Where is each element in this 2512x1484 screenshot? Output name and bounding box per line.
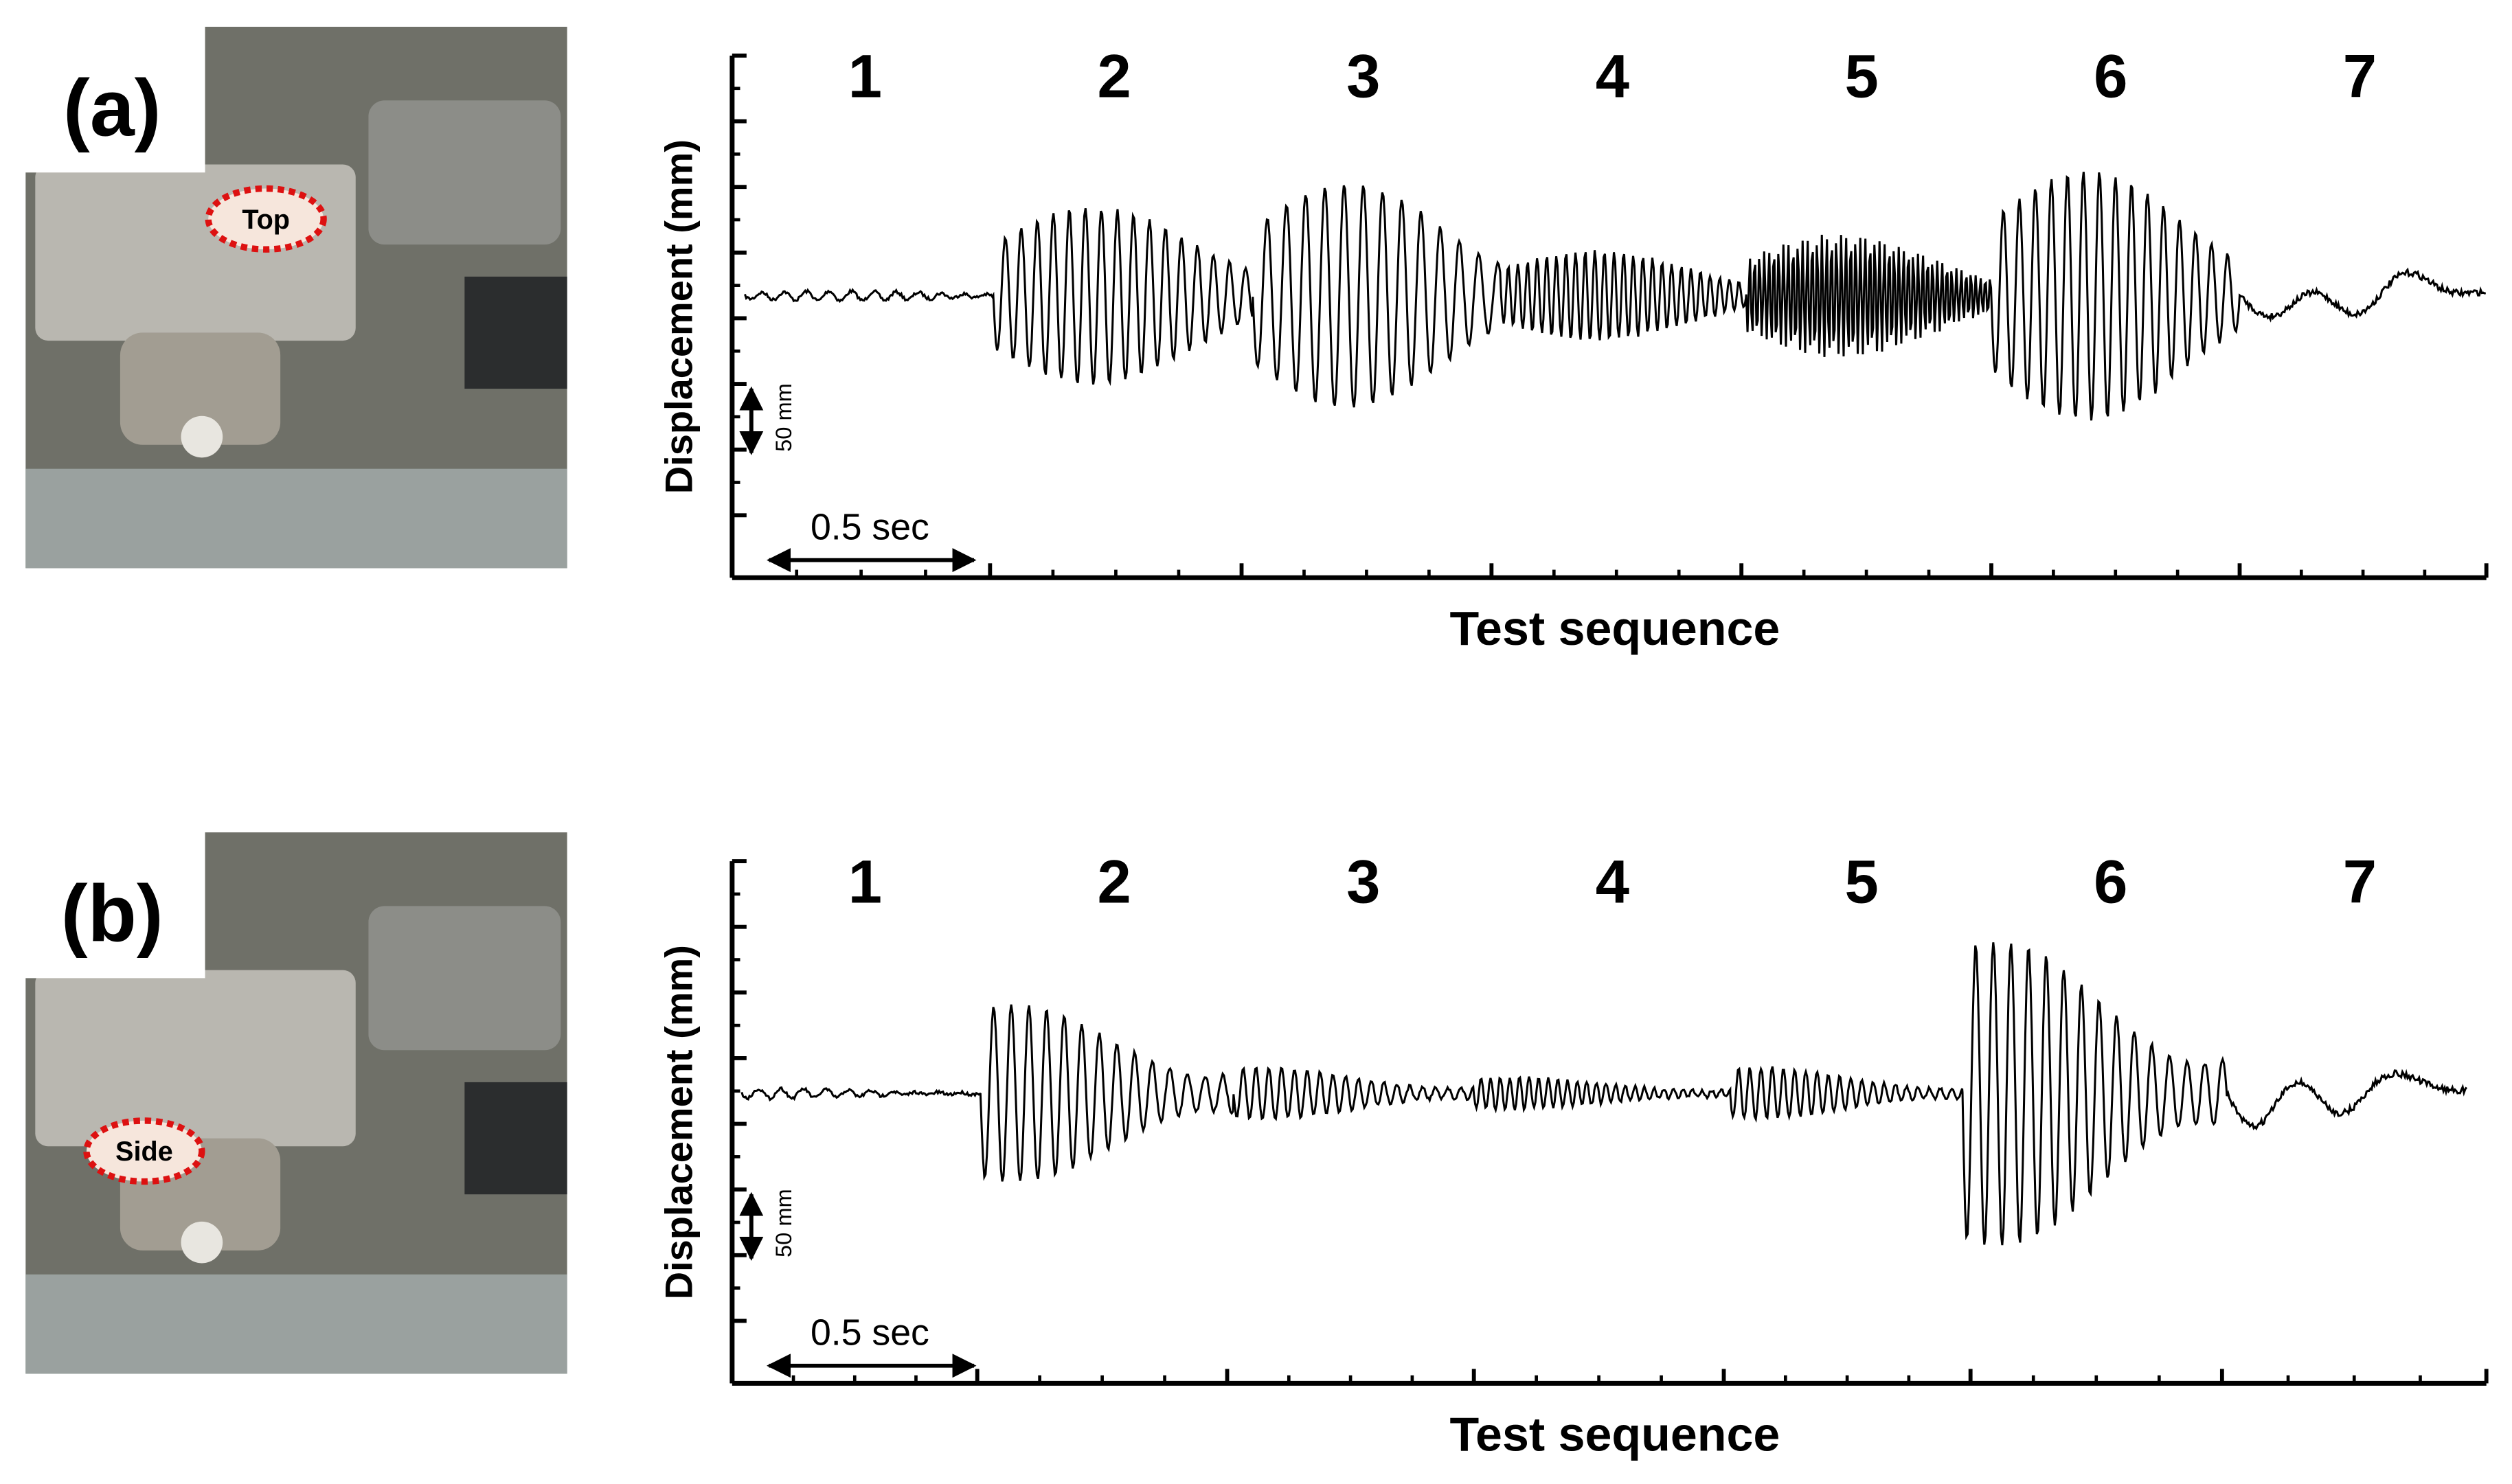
segment-label: 1: [848, 848, 882, 916]
manifold: [120, 332, 281, 445]
bumper: [25, 1274, 567, 1374]
x-axis-label: Test sequence: [1450, 1407, 1780, 1461]
cap: [181, 1221, 223, 1264]
bumper: [25, 468, 567, 569]
segment-label: 2: [1097, 43, 1131, 111]
waveform: [744, 172, 2486, 421]
waveform: [740, 942, 2468, 1246]
scale-label-x: 0.5 sec: [811, 506, 929, 547]
photo-tag: Top: [242, 205, 290, 235]
scale-label-y: 50 mm: [771, 1189, 796, 1257]
segment-label: 3: [1346, 43, 1380, 111]
segment-label: 6: [2094, 848, 2127, 916]
intake: [368, 906, 561, 1051]
cutout: [22, 829, 205, 979]
panel-label: (b): [61, 869, 163, 959]
scale-label-x: 0.5 sec: [811, 1312, 929, 1353]
engine-cover: [35, 970, 356, 1147]
segment-label: 7: [2343, 43, 2377, 111]
tag-ellipse: [83, 1117, 205, 1185]
segment-label: 4: [1596, 43, 1629, 111]
scale-label-y: 50 mm: [771, 383, 796, 452]
segment-label: 6: [2094, 43, 2127, 111]
intake: [368, 100, 561, 245]
segment-label: 1: [848, 43, 882, 111]
cap: [181, 415, 223, 458]
engine-cover: [35, 164, 356, 341]
cutout: [22, 23, 205, 173]
segment-label: 7: [2343, 848, 2377, 916]
x-axis-label: Test sequence: [1450, 602, 1780, 655]
panel-label: (a): [63, 63, 161, 153]
segment-label: 5: [1844, 43, 1878, 111]
panel: (a) Top Displacement (mm) Test sequence 50 m…: [22, 23, 2489, 655]
battery: [464, 1082, 567, 1195]
y-axis-label: Displacement (mm): [657, 139, 701, 494]
segment-label: 3: [1346, 848, 1380, 916]
tag-ellipse: [205, 185, 327, 253]
panel: (b) Side Displacement (mm) Test sequence 50 …: [22, 829, 2489, 1461]
segment-label: 5: [1844, 848, 1878, 916]
battery: [464, 276, 567, 389]
y-axis-label: Displacement (mm): [657, 945, 701, 1299]
segment-label: 4: [1596, 848, 1629, 916]
photo-tag: Side: [115, 1137, 173, 1167]
segment-label: 2: [1097, 848, 1131, 916]
